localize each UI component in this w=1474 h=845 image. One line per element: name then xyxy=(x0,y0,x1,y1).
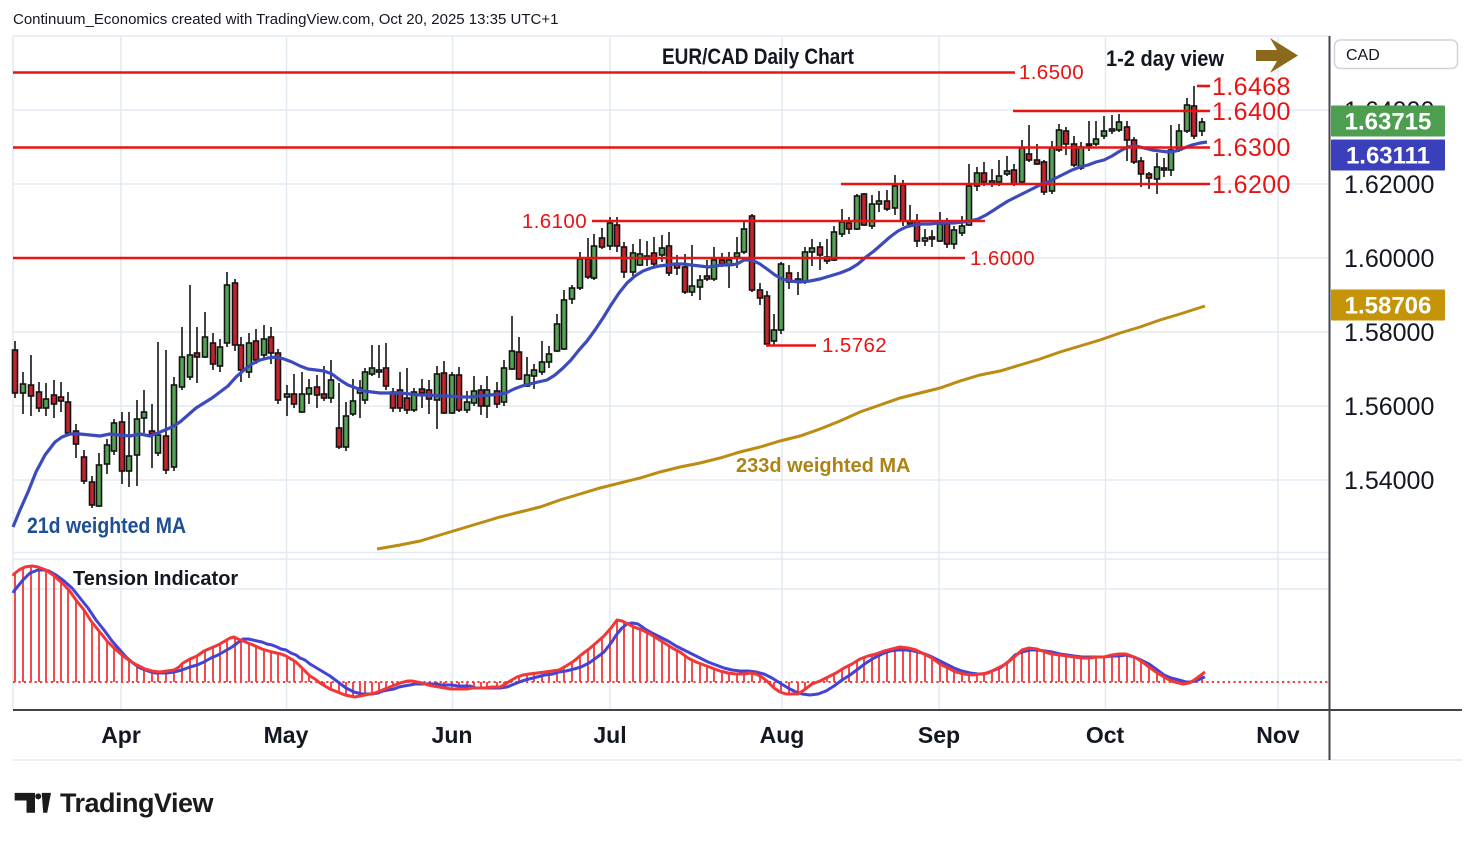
svg-text:1.6100: 1.6100 xyxy=(522,210,587,233)
svg-text:233d weighted MA: 233d weighted MA xyxy=(736,455,910,477)
svg-text:Nov: Nov xyxy=(1256,722,1300,748)
svg-text:May: May xyxy=(264,722,309,748)
svg-text:Sep: Sep xyxy=(918,722,960,748)
svg-text:1.6500: 1.6500 xyxy=(1019,61,1084,84)
svg-text:Oct: Oct xyxy=(1086,722,1125,748)
svg-text:1.58706: 1.58706 xyxy=(1345,293,1432,320)
svg-text:1-2 day view: 1-2 day view xyxy=(1106,46,1225,71)
svg-text:1.58000: 1.58000 xyxy=(1344,319,1434,347)
svg-text:1.62000: 1.62000 xyxy=(1344,171,1434,199)
svg-text:Continuum_Economics created wi: Continuum_Economics created with Trading… xyxy=(13,11,558,28)
svg-text:1.54000: 1.54000 xyxy=(1344,467,1434,495)
svg-text:1.6400: 1.6400 xyxy=(1212,98,1291,126)
svg-text:1.63111: 1.63111 xyxy=(1346,143,1430,170)
svg-text:1.6200: 1.6200 xyxy=(1212,171,1291,199)
svg-text:1.6300: 1.6300 xyxy=(1212,134,1291,162)
svg-text:1.6000: 1.6000 xyxy=(970,247,1035,270)
svg-text:1.56000: 1.56000 xyxy=(1344,393,1434,421)
svg-text:Jul: Jul xyxy=(593,722,626,748)
svg-text:1.60000: 1.60000 xyxy=(1344,245,1434,273)
svg-text:Apr: Apr xyxy=(101,722,141,748)
svg-text:1.6468: 1.6468 xyxy=(1212,73,1291,101)
svg-text:21d weighted MA: 21d weighted MA xyxy=(27,513,186,538)
svg-text:EUR/CAD Daily Chart: EUR/CAD Daily Chart xyxy=(662,44,855,69)
svg-text:TradingView: TradingView xyxy=(60,788,215,818)
svg-text:1.5762: 1.5762 xyxy=(822,334,887,357)
svg-text:1.63715: 1.63715 xyxy=(1345,109,1432,136)
svg-text:Tension Indicator: Tension Indicator xyxy=(73,568,238,590)
svg-text:Jun: Jun xyxy=(432,722,473,748)
svg-text:Aug: Aug xyxy=(760,722,805,748)
svg-text:CAD: CAD xyxy=(1346,47,1380,64)
